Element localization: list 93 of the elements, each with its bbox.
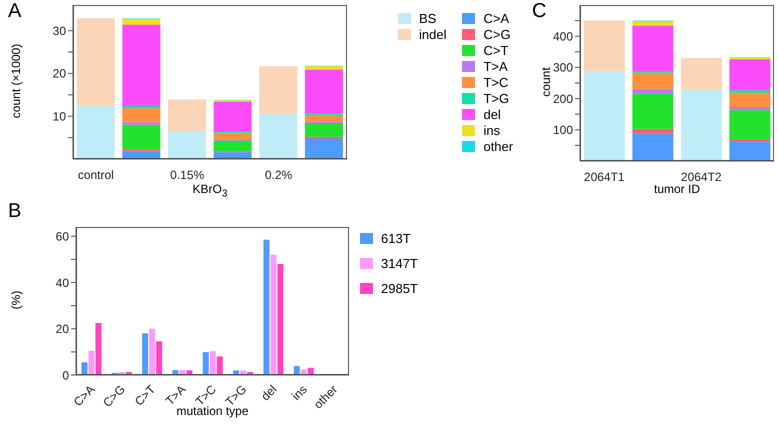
x-tick-label: ins (289, 382, 310, 404)
legend-label: C>G (483, 27, 511, 42)
bar (149, 328, 156, 375)
bar (304, 138, 343, 159)
bar (304, 123, 343, 137)
bar (214, 132, 252, 140)
bar (632, 88, 674, 94)
x-tick-label: C>A (70, 382, 98, 409)
bar (304, 66, 343, 70)
bar (142, 333, 148, 375)
y-axis-title: count (539, 66, 553, 99)
bar (680, 90, 722, 161)
bar (584, 20, 625, 71)
legend-label: indel (419, 27, 446, 42)
y-tick-label: 60 (56, 230, 70, 244)
bar (202, 352, 209, 375)
y-axis-title: (%) (9, 290, 23, 312)
bar (729, 139, 770, 142)
y-tick-label: 20 (52, 66, 66, 81)
x-tick-label: C>G (100, 382, 128, 410)
y-tick-label: 200 (552, 92, 574, 106)
x-tick-label: 0.2% (264, 168, 292, 182)
bar (259, 66, 298, 114)
y-tick-label: 100 (552, 123, 574, 138)
bar (216, 356, 223, 375)
bar (122, 122, 160, 125)
y-tick-label: 400 (552, 29, 574, 44)
legend-label: T>C (483, 75, 508, 90)
legend-label: C>T (483, 43, 508, 58)
bar (680, 58, 722, 90)
legend-label: BS (419, 11, 436, 26)
bar (277, 264, 284, 375)
bar (122, 106, 160, 108)
bar (632, 94, 674, 129)
bar (214, 140, 252, 152)
y-tick-label: 40 (56, 276, 70, 290)
x-axis-title: KBrO$_{3}$ (192, 182, 228, 200)
bar (156, 341, 162, 375)
bar (632, 128, 674, 134)
bar (76, 18, 115, 106)
x-tick-label: control (78, 168, 114, 182)
legend-label: ins (483, 123, 500, 138)
bar (263, 240, 270, 375)
x-tick-label: C>T (132, 382, 159, 408)
x-tick-label: 2064T1 (584, 170, 625, 184)
y-tick-label: 300 (552, 60, 574, 75)
y-tick-label: 30 (52, 24, 66, 38)
bar (632, 133, 674, 161)
legend-label: C>A (483, 11, 510, 26)
y-tick-label: 20 (56, 322, 70, 336)
legend-label: T>A (483, 59, 508, 74)
chart-title: C (532, 0, 546, 23)
bar (729, 110, 770, 140)
legend-label: 2985T (381, 281, 418, 296)
bar (81, 362, 88, 375)
bar (270, 254, 276, 375)
bar (632, 21, 674, 26)
legend-label: other (483, 139, 514, 154)
y-tick-label: 10 (52, 109, 66, 124)
bar (729, 59, 770, 90)
legend-label: del (483, 107, 501, 122)
chart-title: B (8, 200, 22, 223)
x-tick-label: 2064T2 (680, 170, 722, 184)
legend-label: T>G (483, 91, 510, 106)
bar (304, 70, 343, 114)
bar (88, 350, 94, 375)
bar (214, 102, 252, 132)
x-tick-label: 0.15% (170, 168, 205, 182)
bar (95, 322, 102, 375)
legend-label: 3147T (381, 256, 418, 271)
bar (584, 70, 625, 161)
x-axis-title: tumor ID (654, 182, 700, 196)
bar (76, 106, 115, 159)
bar (632, 26, 674, 71)
bar (168, 131, 206, 159)
y-axis-title: count (×1000) (9, 42, 23, 120)
bar (632, 72, 674, 89)
y-tick-label: 0 (62, 368, 70, 382)
chart-title: A (8, 0, 22, 23)
bar (729, 107, 770, 110)
bar (210, 351, 216, 375)
bar (259, 114, 298, 159)
bar (729, 92, 770, 108)
bar (122, 18, 160, 25)
x-tick-label: del (258, 382, 280, 404)
bar (304, 114, 343, 122)
bar (122, 124, 160, 150)
bar (168, 100, 206, 132)
bar (729, 142, 770, 161)
bar (729, 90, 770, 93)
legend-label: 613T (381, 231, 411, 246)
bar (122, 108, 160, 122)
bar (122, 24, 160, 106)
